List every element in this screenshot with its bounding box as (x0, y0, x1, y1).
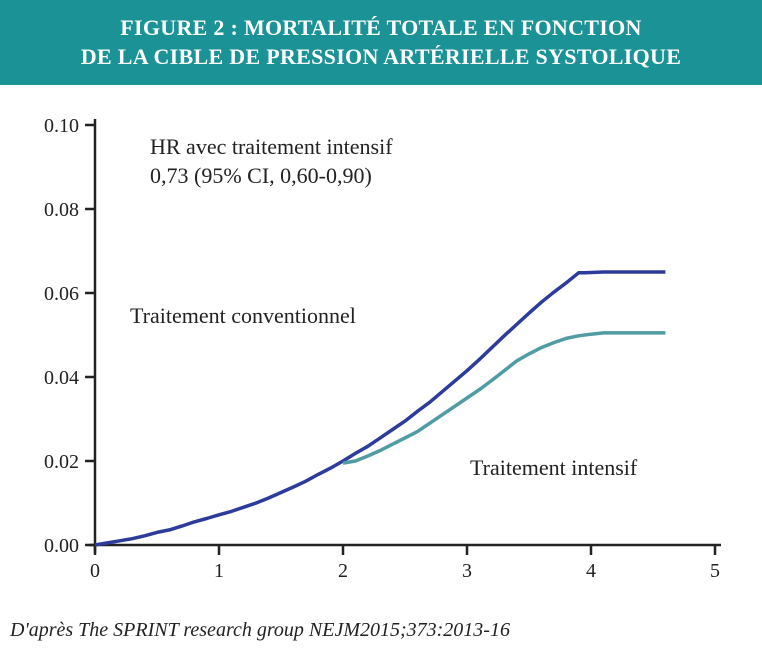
y-tick-label: 0.02 (44, 451, 79, 473)
figure-caption: D'après The SPRINT research group NEJM20… (0, 615, 762, 652)
hazard-ratio-note: HR avec traitement intensif 0,73 (95% CI… (150, 133, 393, 190)
x-tick-label: 4 (586, 560, 596, 582)
hr-line-1: HR avec traitement intensif (150, 133, 393, 162)
x-tick-label: 0 (90, 560, 100, 582)
figure-container: FIGURE 2 : MORTALITÉ TOTALE EN FONCTION … (0, 0, 762, 652)
chart-area: 0.00 0.02 0.04 0.06 0.08 0.10 0 1 2 3 4 5 HR avec t… (0, 85, 762, 615)
figure-title-bar: FIGURE 2 : MORTALITÉ TOTALE EN FONCTION … (0, 0, 762, 85)
y-tick-label: 0.08 (44, 199, 79, 221)
x-tick-label: 1 (214, 560, 224, 582)
series-label-intensive: Traitement intensif (470, 455, 637, 481)
hr-line-2: 0,73 (95% CI, 0,60-0,90) (150, 162, 393, 191)
y-tick-label: 0.04 (44, 367, 79, 389)
title-line-2: DE LA CIBLE DE PRESSION ARTÉRIELLE SYSTO… (20, 43, 742, 72)
x-tick-label: 2 (338, 560, 348, 582)
series-intensive (343, 333, 665, 463)
x-tick-label: 3 (462, 560, 472, 582)
x-tick-label: 5 (710, 560, 720, 582)
y-tick-label: 0.06 (44, 283, 79, 305)
y-tick-label: 0.10 (44, 115, 79, 137)
series-label-conventional: Traitement conventionnel (130, 303, 356, 329)
title-line-1: FIGURE 2 : MORTALITÉ TOTALE EN FONCTION (20, 14, 742, 43)
y-tick-label: 0.00 (44, 535, 79, 557)
